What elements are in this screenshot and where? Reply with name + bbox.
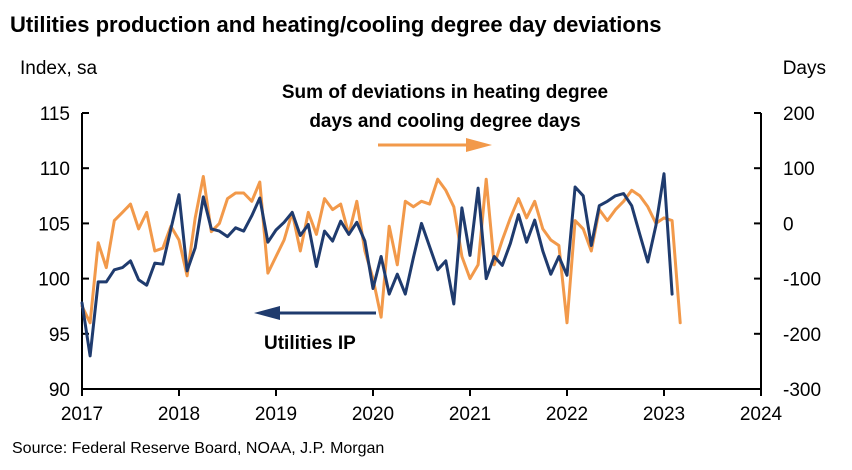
right-tick-label: -100 bbox=[783, 270, 821, 291]
left-tick-label: 95 bbox=[49, 325, 70, 346]
right-tick-label: 200 bbox=[783, 104, 815, 125]
left-tick-label: 100 bbox=[38, 270, 70, 291]
x-tick-label: 2024 bbox=[740, 404, 783, 425]
x-tick-label: 2023 bbox=[643, 404, 685, 425]
x-tick-label: 2017 bbox=[61, 404, 103, 425]
left-axis-unit: Index, sa bbox=[20, 58, 98, 79]
blue-series-label: Utilities IP bbox=[264, 333, 356, 354]
series-lines-group bbox=[80, 172, 682, 358]
chart-title: Utilities production and heating/cooling… bbox=[10, 12, 662, 37]
orange-series-label-line2: days and cooling degree days bbox=[309, 111, 580, 132]
right-tick-label: -200 bbox=[783, 325, 821, 346]
right-tick-label: 100 bbox=[783, 159, 815, 180]
left-tick-label: 110 bbox=[40, 159, 70, 180]
blue-arrow-head bbox=[254, 306, 280, 320]
utilities-ip-line bbox=[80, 172, 674, 358]
right-tick-label: 0 bbox=[783, 214, 794, 235]
tick-labels-group: 115 110 105 100 95 90 200 100 0 -100 -200 -300 2017 2… bbox=[38, 104, 821, 425]
orange-series-label-line1: Sum of deviations in heating degree bbox=[282, 82, 608, 103]
right-tick-label: -300 bbox=[783, 380, 821, 401]
x-tick-label: 2021 bbox=[449, 404, 491, 425]
right-axis-unit: Days bbox=[782, 58, 826, 79]
x-tick-label: 2019 bbox=[255, 404, 297, 425]
source-note: Source: Federal Reserve Board, NOAA, J.P… bbox=[12, 440, 385, 457]
degree-day-deviation-line bbox=[80, 175, 682, 325]
left-tick-label: 90 bbox=[49, 380, 70, 401]
annotations-group: Sum of deviations in heating degree days… bbox=[254, 82, 608, 354]
left-tick-label: 105 bbox=[38, 214, 70, 235]
x-tick-label: 2018 bbox=[158, 404, 200, 425]
orange-arrow-head bbox=[466, 138, 492, 152]
x-tick-label: 2022 bbox=[546, 404, 588, 425]
left-tick-label: 115 bbox=[40, 104, 70, 125]
x-tick-label: 2020 bbox=[352, 404, 394, 425]
